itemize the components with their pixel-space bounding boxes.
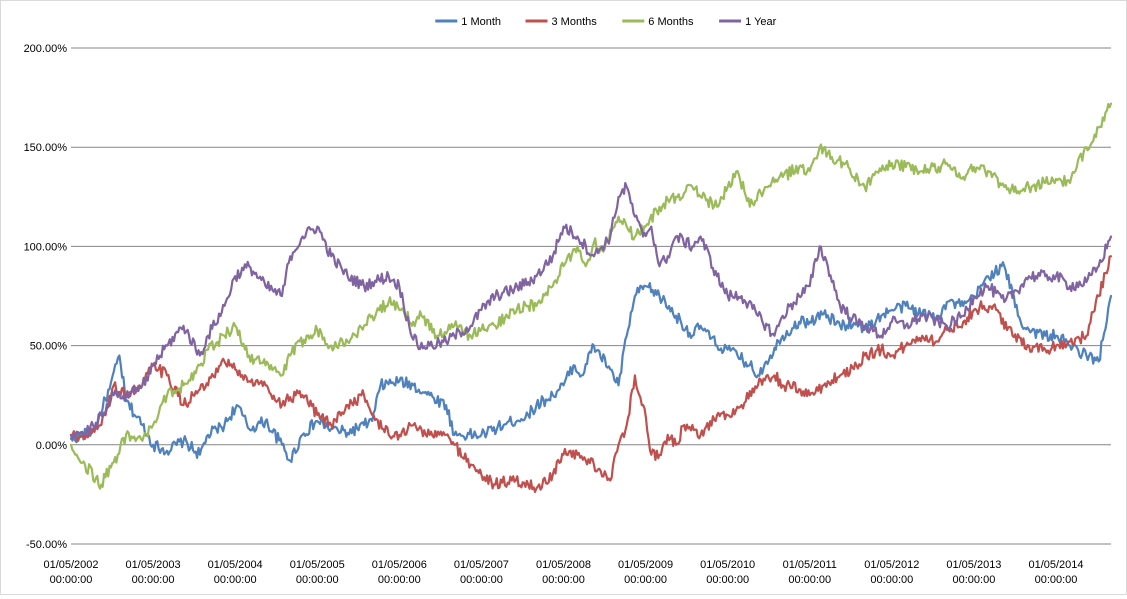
legend-item-6-months: 6 Months bbox=[622, 16, 694, 28]
series-line-6-months bbox=[69, 102, 1113, 490]
x-tick-time: 00:00:00 bbox=[953, 574, 996, 586]
x-tick-date: 01/05/2012 bbox=[864, 559, 919, 571]
legend-item-1-month: 1 Month bbox=[435, 16, 501, 28]
x-tick-label: 01/05/2005 00:00:00 bbox=[290, 559, 345, 586]
series-line-3-months bbox=[69, 255, 1113, 494]
x-tick-time: 00:00:00 bbox=[132, 574, 175, 586]
x-tick-label: 01/05/2006 00:00:00 bbox=[372, 559, 427, 586]
x-tick-date: 01/05/2013 bbox=[946, 559, 1001, 571]
x-tick-date: 01/05/2006 bbox=[372, 559, 427, 571]
y-tick-label: 0.00% bbox=[36, 440, 67, 452]
x-tick-time: 00:00:00 bbox=[460, 574, 503, 586]
legend: 1 Month 3 Months 6 Months 1 Year bbox=[435, 16, 777, 28]
x-tick-time: 00:00:00 bbox=[870, 574, 913, 586]
series-line-1-year bbox=[69, 181, 1113, 442]
x-tick-time: 00:00:00 bbox=[624, 574, 667, 586]
y-tick-label: 200.00% bbox=[24, 43, 68, 55]
x-tick-label: 01/05/2004 00:00:00 bbox=[208, 559, 263, 586]
x-tick-date: 01/05/2002 bbox=[43, 559, 98, 571]
legend-label: 3 Months bbox=[552, 16, 598, 28]
x-tick-time: 00:00:00 bbox=[1035, 574, 1078, 586]
x-tick-time: 00:00:00 bbox=[706, 574, 749, 586]
x-tick-date: 01/05/2011 bbox=[783, 559, 837, 571]
gridlines bbox=[71, 47, 1111, 545]
legend-item-1-year: 1 Year bbox=[719, 16, 777, 28]
x-tick-date: 01/05/2014 bbox=[1028, 559, 1083, 571]
x-tick-date: 01/05/2008 bbox=[536, 559, 591, 571]
x-tick-date: 01/05/2003 bbox=[126, 559, 181, 571]
y-tick-label: 50.00% bbox=[30, 341, 68, 353]
x-tick-date: 01/05/2007 bbox=[454, 559, 509, 571]
legend-label: 6 Months bbox=[648, 16, 694, 28]
y-axis-tick-labels: -50.00% 0.00% 50.00% 100.00% 150.00% 200.00% bbox=[24, 43, 68, 551]
x-tick-label: 01/05/2011 00:00:00 bbox=[783, 559, 837, 586]
x-tick-date: 01/05/2004 bbox=[208, 559, 263, 571]
legend-label: 1 Year bbox=[745, 16, 777, 28]
x-tick-label: 01/05/2003 00:00:00 bbox=[126, 559, 181, 586]
series-lines bbox=[69, 102, 1113, 494]
x-tick-date: 01/05/2009 bbox=[618, 559, 673, 571]
x-tick-time: 00:00:00 bbox=[214, 574, 257, 586]
x-tick-label: 01/05/2002 00:00:00 bbox=[43, 559, 98, 586]
x-tick-time: 00:00:00 bbox=[542, 574, 585, 586]
y-tick-label: 100.00% bbox=[24, 241, 68, 253]
x-tick-label: 01/05/2012 00:00:00 bbox=[864, 559, 919, 586]
x-tick-label: 01/05/2013 00:00:00 bbox=[946, 559, 1001, 586]
x-tick-date: 01/05/2010 bbox=[700, 559, 755, 571]
x-tick-date: 01/05/2005 bbox=[290, 559, 345, 571]
x-tick-time: 00:00:00 bbox=[50, 574, 93, 586]
y-tick-label: 150.00% bbox=[24, 142, 68, 154]
x-tick-label: 01/05/2009 00:00:00 bbox=[618, 559, 673, 586]
x-tick-time: 00:00:00 bbox=[788, 574, 831, 586]
x-tick-time: 00:00:00 bbox=[296, 574, 339, 586]
x-tick-label: 01/05/2010 00:00:00 bbox=[700, 559, 755, 586]
x-tick-time: 00:00:00 bbox=[378, 574, 421, 586]
x-tick-label: 01/05/2007 00:00:00 bbox=[454, 559, 509, 586]
x-tick-label: 01/05/2008 00:00:00 bbox=[536, 559, 591, 586]
y-tick-label: -50.00% bbox=[26, 539, 67, 551]
legend-label: 1 Month bbox=[461, 16, 501, 28]
legend-item-3-months: 3 Months bbox=[525, 16, 598, 28]
x-tick-label: 01/05/2014 00:00:00 bbox=[1028, 559, 1083, 586]
x-axis-tick-labels: 01/05/200200:00:0001/05/200300:00:0001/0… bbox=[43, 559, 1083, 586]
